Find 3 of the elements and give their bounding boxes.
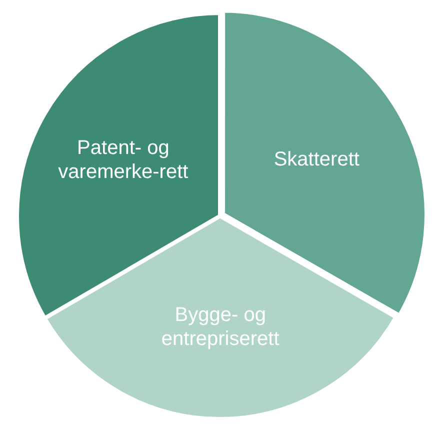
slice-label: Patent- og varemerke-rett bbox=[58, 136, 189, 183]
slice-label: Skatterett bbox=[274, 148, 360, 171]
slice-label: Bygge- og entrepriserett bbox=[161, 304, 280, 350]
